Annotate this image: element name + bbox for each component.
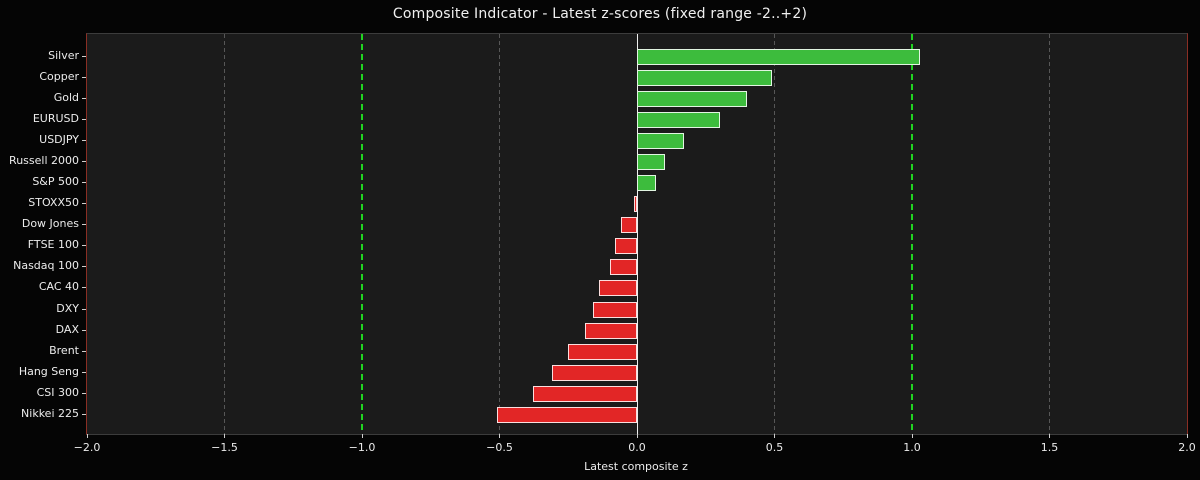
- y-tick-label-stoxx50: STOXX50: [28, 196, 79, 210]
- x-tick-0: [636, 434, 638, 438]
- bar-dxy: [593, 301, 637, 318]
- gridline-1.5: [1049, 34, 1050, 434]
- x-tick--1: [361, 434, 363, 438]
- x-tick-label--1.5: −1.5: [211, 441, 238, 454]
- y-tick-label-nasdaq-100: Nasdaq 100: [13, 259, 79, 273]
- y-tick-ftse-100: [82, 245, 86, 247]
- x-tick-1.5: [1049, 434, 1050, 438]
- x-tick-label--1: −1.0: [348, 441, 376, 454]
- x-tick-0.5: [774, 434, 775, 438]
- bar-nikkei-225: [496, 406, 637, 423]
- y-tick-label-gold: Gold: [53, 90, 79, 104]
- bar-stoxx50: [634, 196, 637, 213]
- bar-brent: [568, 343, 637, 360]
- bar-nasdaq-100: [609, 259, 637, 276]
- x-tick-1: [911, 434, 913, 438]
- y-tick-hang-seng: [82, 371, 86, 373]
- y-tick-brent: [82, 350, 86, 352]
- zero-line: [636, 34, 638, 434]
- bar-copper: [637, 69, 772, 86]
- x-axis-label: Latest composite z: [584, 460, 688, 473]
- y-tick-s-p-500: [82, 182, 86, 184]
- y-tick-label-dax: DAX: [55, 322, 79, 336]
- bar-gold: [637, 90, 747, 107]
- gridline--0.5: [499, 34, 500, 434]
- y-tick-copper: [82, 76, 86, 78]
- gridline--1.5: [224, 34, 225, 434]
- y-tick-dxy: [82, 308, 86, 310]
- x-tick-label-1: 1.0: [903, 441, 921, 454]
- x-tick-label--0.5: −0.5: [486, 441, 513, 454]
- bar-dax: [584, 322, 637, 339]
- y-tick-dax: [82, 329, 86, 331]
- y-tick-usdjpy: [82, 139, 86, 141]
- bar-usdjpy: [637, 132, 684, 149]
- bar-eurusd: [637, 111, 720, 128]
- y-tick-stoxx50: [82, 203, 86, 205]
- x-tick--2: [86, 434, 88, 438]
- plot-area: [86, 33, 1188, 435]
- y-tick-label-cac-40: CAC 40: [38, 280, 79, 294]
- threshold-line--1: [361, 34, 363, 434]
- x-tick-label--2: −2.0: [73, 441, 101, 454]
- y-tick-label-csi-300: CSI 300: [36, 385, 79, 399]
- y-tick-label-silver: Silver: [48, 48, 79, 62]
- y-tick-nikkei-225: [82, 413, 86, 415]
- y-tick-label-s-p-500: S&P 500: [32, 175, 79, 189]
- y-tick-label-brent: Brent: [49, 343, 79, 357]
- bar-dow-jones: [620, 217, 637, 234]
- y-tick-silver: [82, 55, 86, 57]
- threshold-line-1: [911, 34, 913, 434]
- bar-hang-seng: [551, 364, 637, 381]
- y-tick-label-eurusd: EURUSD: [32, 111, 79, 125]
- y-tick-eurusd: [82, 118, 86, 120]
- x-tick--0.5: [499, 434, 500, 438]
- y-tick-label-ftse-100: FTSE 100: [27, 238, 79, 252]
- bar-csi-300: [532, 385, 637, 402]
- x-tick-label-0.5: 0.5: [765, 441, 784, 454]
- gridline-0.5: [774, 34, 775, 434]
- x-tick-label-2: 2.0: [1178, 441, 1196, 454]
- y-tick-label-nikkei-225: Nikkei 225: [21, 406, 79, 420]
- bar-ftse-100: [615, 238, 637, 255]
- x-tick--1.5: [224, 434, 225, 438]
- x-tick-label-0: 0.0: [628, 441, 646, 454]
- y-tick-cac-40: [82, 287, 86, 289]
- y-tick-dow-jones: [82, 224, 86, 226]
- y-tick-label-russell-2000: Russell 2000: [9, 154, 79, 168]
- bar-silver: [637, 48, 921, 65]
- x-tick-label-1.5: 1.5: [1040, 441, 1059, 454]
- y-tick-label-hang-seng: Hang Seng: [18, 364, 79, 378]
- y-tick-label-dxy: DXY: [56, 301, 79, 315]
- bar-cac-40: [598, 280, 637, 297]
- chart-title: Composite Indicator - Latest z-scores (f…: [392, 6, 808, 22]
- bar-s-p-500: [637, 175, 657, 192]
- y-tick-gold: [82, 97, 86, 99]
- y-tick-csi-300: [82, 392, 86, 394]
- x-tick-2: [1186, 434, 1188, 438]
- y-tick-label-usdjpy: USDJPY: [39, 132, 79, 146]
- y-tick-label-dow-jones: Dow Jones: [21, 217, 79, 231]
- y-tick-russell-2000: [82, 161, 86, 163]
- bar-russell-2000: [637, 154, 665, 171]
- y-tick-label-copper: Copper: [39, 69, 79, 83]
- y-tick-nasdaq-100: [82, 266, 86, 268]
